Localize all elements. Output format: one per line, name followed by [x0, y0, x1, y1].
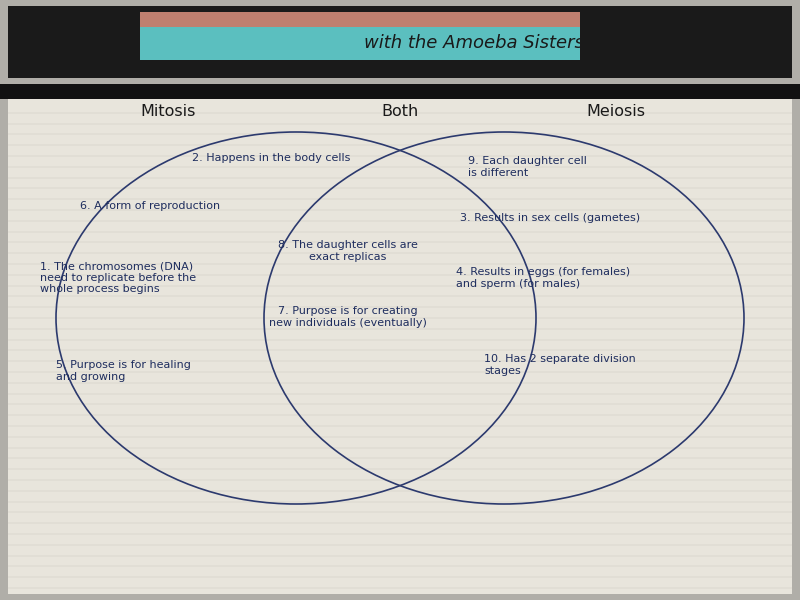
Text: 4. Results in eggs (for females)
and sperm (for males): 4. Results in eggs (for females) and spe… [456, 267, 630, 289]
Text: Meiosis: Meiosis [586, 103, 646, 119]
FancyBboxPatch shape [8, 6, 792, 78]
Text: 7. Purpose is for creating
new individuals (eventually): 7. Purpose is for creating new individua… [269, 306, 427, 328]
FancyBboxPatch shape [140, 12, 580, 27]
Text: 10. Has 2 separate division
stages: 10. Has 2 separate division stages [484, 354, 636, 376]
Text: 9. Each daughter cell
is different: 9. Each daughter cell is different [468, 156, 587, 178]
Text: Mitosis: Mitosis [140, 103, 196, 119]
Text: Both: Both [382, 103, 418, 119]
Text: 1. The chromosomes (DNA)
need to replicate before the
whole process begins: 1. The chromosomes (DNA) need to replica… [40, 261, 196, 294]
Text: 8. The daughter cells are
exact replicas: 8. The daughter cells are exact replicas [278, 240, 418, 262]
FancyBboxPatch shape [8, 99, 792, 594]
Text: 5. Purpose is for healing
and growing: 5. Purpose is for healing and growing [56, 360, 191, 382]
Text: with the Amoeba Sisters: with the Amoeba Sisters [364, 34, 584, 52]
Text: 2. Happens in the body cells: 2. Happens in the body cells [192, 153, 350, 163]
Text: 3. Results in sex cells (gametes): 3. Results in sex cells (gametes) [460, 213, 640, 223]
FancyBboxPatch shape [140, 21, 580, 60]
FancyBboxPatch shape [0, 84, 800, 99]
Text: 6. A form of reproduction: 6. A form of reproduction [80, 201, 220, 211]
